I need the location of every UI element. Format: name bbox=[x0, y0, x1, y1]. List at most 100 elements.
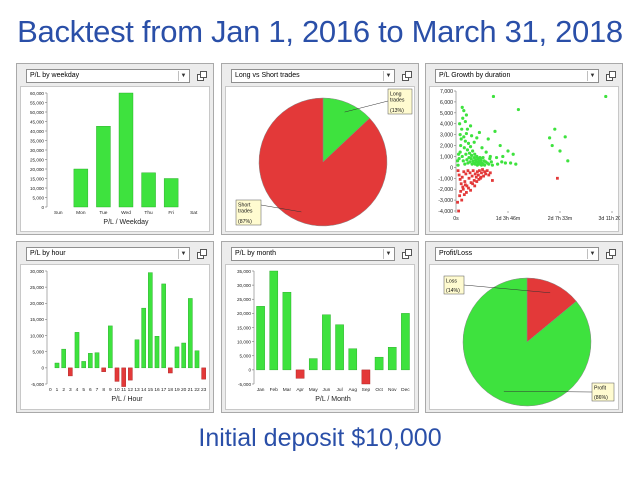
x-tick-label: 19 bbox=[174, 387, 180, 393]
pie-slice bbox=[526, 277, 577, 343]
profit-point bbox=[480, 146, 484, 150]
bar bbox=[401, 313, 410, 371]
x-tick-label: 11 bbox=[121, 387, 126, 393]
loss-point bbox=[467, 176, 471, 180]
y-tick-label: -5,000 bbox=[238, 382, 251, 387]
y-tick-label: 35,000 bbox=[30, 138, 44, 143]
x-tick-label: May bbox=[309, 387, 319, 393]
profit-point bbox=[479, 158, 483, 162]
profit-point bbox=[470, 134, 474, 138]
loss-point bbox=[462, 193, 466, 197]
chart-selector-dropdown[interactable]: Long vs Short trades ▼ bbox=[231, 69, 395, 83]
panel-header: Long vs Short trades ▼ bbox=[225, 67, 415, 83]
profit-point bbox=[465, 127, 470, 131]
bar bbox=[154, 336, 160, 369]
bar bbox=[96, 126, 111, 208]
profit-point bbox=[459, 137, 463, 141]
profit-point bbox=[457, 152, 461, 156]
y-tick-label: 25,000 bbox=[30, 157, 44, 162]
bar bbox=[108, 325, 113, 369]
y-tick-label: -2,000 bbox=[438, 187, 453, 193]
pie-slice bbox=[258, 97, 388, 227]
profit-point bbox=[484, 150, 488, 154]
y-tick-label: -5,000 bbox=[31, 382, 44, 387]
bar bbox=[335, 324, 344, 371]
loss-point bbox=[457, 209, 460, 213]
profit-point bbox=[501, 154, 505, 159]
copy-icon[interactable] bbox=[605, 70, 617, 82]
x-tick-label: 1d 3h 46m bbox=[496, 216, 521, 222]
profit-point bbox=[509, 161, 513, 165]
profit-point bbox=[548, 136, 552, 140]
y-tick-label: 0 bbox=[41, 205, 44, 210]
loss-point bbox=[463, 183, 467, 187]
pie-leader-line bbox=[344, 100, 389, 113]
y-tick-label: 10,000 bbox=[30, 333, 44, 338]
profit-point bbox=[462, 146, 466, 150]
y-tick-label: 55,000 bbox=[30, 100, 44, 105]
panel-header: Profit/Loss ▼ bbox=[429, 245, 619, 261]
y-tick-label: 6,000 bbox=[440, 100, 453, 106]
loss-point bbox=[491, 179, 494, 182]
profit-point bbox=[460, 154, 464, 159]
profit-point bbox=[462, 135, 466, 139]
loss-point bbox=[488, 171, 492, 175]
bar bbox=[101, 367, 106, 372]
loss-point bbox=[460, 175, 464, 179]
loss-point bbox=[467, 186, 470, 190]
panel-growth: P/L Growth by duration ▼ -4,000 -3,000 -2,… bbox=[425, 63, 623, 235]
y-tick-label: 20,000 bbox=[30, 167, 44, 172]
loss-point bbox=[463, 180, 467, 183]
profit-point bbox=[461, 159, 465, 163]
chart-selector-value: P/L by hour bbox=[30, 250, 66, 257]
profit-point bbox=[475, 136, 479, 140]
y-tick-label: 15,000 bbox=[237, 325, 251, 330]
bar bbox=[256, 306, 265, 371]
loss-point bbox=[468, 171, 472, 175]
loss-point bbox=[472, 179, 476, 182]
y-tick-label: 20,000 bbox=[237, 311, 251, 316]
y-tick-label: 45,000 bbox=[30, 119, 44, 124]
copy-icon[interactable] bbox=[605, 248, 617, 260]
x-tick-label: Tue bbox=[99, 210, 107, 216]
chart-area: Loss (14%) Profit (86%) bbox=[429, 264, 619, 410]
profit-point bbox=[516, 107, 520, 112]
bar bbox=[121, 367, 126, 387]
pie-label-box bbox=[387, 88, 413, 115]
y-tick-label: -3,000 bbox=[438, 198, 453, 204]
chart-selector-dropdown[interactable]: P/L by month ▼ bbox=[231, 247, 395, 261]
pie-leader-line bbox=[463, 284, 551, 294]
chart-selector-dropdown[interactable]: Profit/Loss ▼ bbox=[435, 247, 599, 261]
x-tick-label: Fri bbox=[168, 210, 174, 216]
copy-icon[interactable] bbox=[401, 248, 413, 260]
profit-loss-pie-chart: Loss (14%) Profit (86%) bbox=[443, 275, 615, 407]
x-tick-label: 8 bbox=[102, 387, 105, 393]
panel-header: P/L Growth by duration ▼ bbox=[429, 67, 619, 83]
x-tick-label: 2d 7h 33m bbox=[548, 216, 573, 222]
copy-icon[interactable] bbox=[196, 248, 208, 260]
profit-point bbox=[503, 161, 507, 165]
x-tick-label: 12 bbox=[128, 387, 134, 393]
chart-selector-dropdown[interactable]: P/L by weekday ▼ bbox=[26, 69, 190, 83]
loss-point bbox=[556, 176, 559, 180]
loss-point bbox=[473, 172, 477, 176]
chart-selector-dropdown[interactable]: P/L by hour ▼ bbox=[26, 247, 190, 261]
profit-point bbox=[471, 149, 475, 153]
y-tick-label: 35,000 bbox=[237, 269, 251, 274]
copy-icon[interactable] bbox=[401, 70, 413, 82]
x-tick-label: 10 bbox=[114, 387, 120, 393]
loss-point bbox=[466, 169, 470, 173]
loss-point bbox=[458, 194, 462, 198]
profit-point bbox=[477, 130, 481, 135]
x-tick-label: 23 bbox=[201, 387, 207, 393]
x-tick-label: Sun bbox=[54, 210, 63, 216]
profit-point bbox=[491, 94, 496, 99]
bar bbox=[81, 361, 86, 369]
chart-selector-dropdown[interactable]: P/L Growth by duration ▼ bbox=[435, 69, 599, 83]
profit-point bbox=[464, 113, 468, 117]
copy-icon[interactable] bbox=[196, 70, 208, 82]
profit-point bbox=[460, 105, 464, 109]
x-tick-label: 21 bbox=[188, 387, 194, 393]
x-tick-label: Nov bbox=[388, 387, 397, 393]
x-tick-label: 15 bbox=[148, 387, 154, 393]
